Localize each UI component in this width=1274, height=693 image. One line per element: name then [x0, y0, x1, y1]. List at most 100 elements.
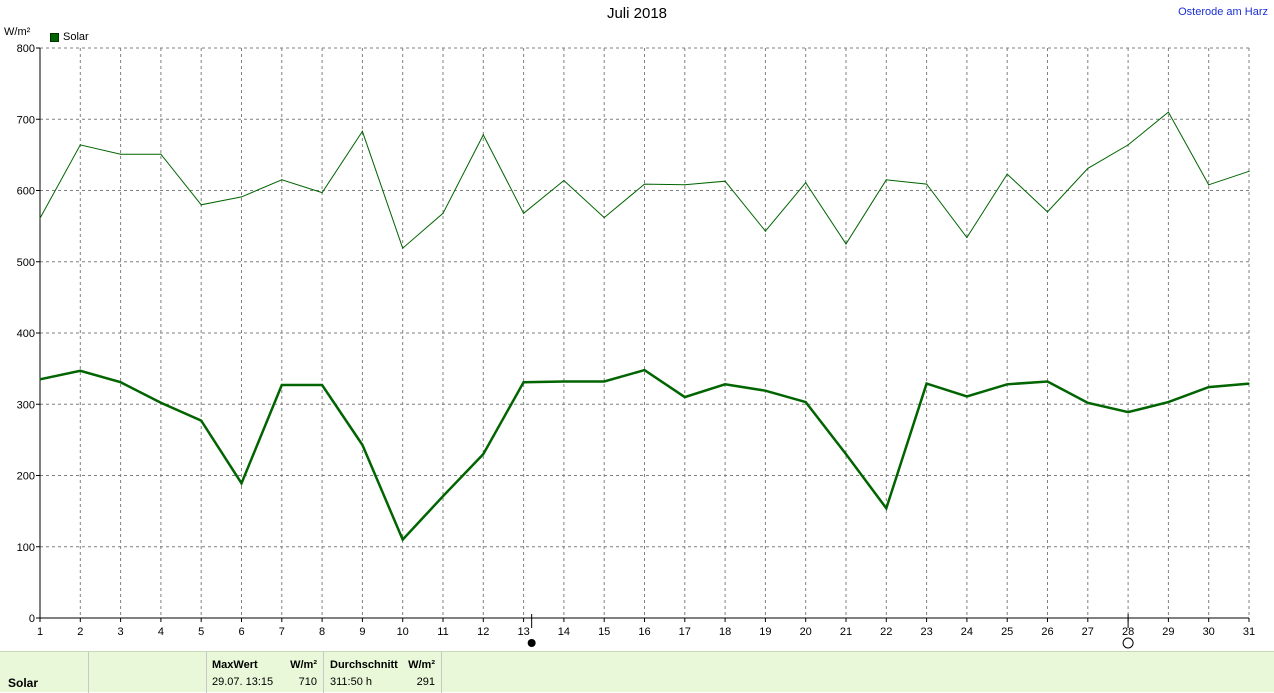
- data-point: [1046, 211, 1049, 213]
- data-point: [1127, 411, 1129, 413]
- data-point: [321, 192, 323, 194]
- series-line-2: [39, 368, 1250, 542]
- data-point: [684, 184, 686, 186]
- x-tick-label: 22: [880, 626, 892, 638]
- data-point: [764, 230, 767, 232]
- chart-title: Juli 2018: [606, 5, 668, 22]
- data-point: [200, 204, 202, 206]
- location-link[interactable]: Osterode am Harz: [1178, 6, 1268, 18]
- x-tick-label: 26: [1041, 626, 1053, 638]
- data-point: [361, 130, 363, 132]
- y-tick-label: 100: [17, 542, 35, 554]
- data-point: [1208, 184, 1210, 186]
- data-point: [603, 380, 605, 383]
- legend: Solar: [50, 31, 89, 43]
- data-point: [684, 396, 686, 398]
- data-point: [1087, 402, 1089, 404]
- data-point: [1006, 173, 1008, 175]
- data-point: [39, 378, 41, 380]
- data-point: [563, 179, 565, 182]
- x-tick-label: 10: [397, 626, 409, 638]
- x-tick-label: 12: [477, 626, 489, 638]
- data-point: [1208, 386, 1210, 388]
- data-point: [603, 216, 605, 219]
- x-tick-label: 15: [598, 626, 610, 638]
- x-tick-label: 24: [961, 626, 973, 638]
- x-tick-label: 28: [1122, 626, 1134, 638]
- data-point: [805, 182, 807, 184]
- series-name: Solar: [8, 676, 39, 690]
- data-point: [764, 390, 767, 392]
- data-point: [563, 380, 565, 383]
- data-point: [482, 134, 484, 136]
- y-tick-label: 300: [17, 399, 35, 411]
- x-tick-label: 21: [840, 626, 852, 638]
- divider: [88, 652, 89, 693]
- avg-header: Durchschnitt: [330, 659, 398, 671]
- data-point: [885, 507, 887, 509]
- data-point: [120, 381, 122, 383]
- data-point: [79, 144, 81, 146]
- data-point: [1167, 111, 1169, 113]
- data-point: [966, 236, 968, 239]
- data-point: [1087, 167, 1089, 170]
- data-point: [79, 370, 81, 372]
- data-point: [724, 180, 726, 182]
- data-point: [321, 384, 323, 386]
- data-point: [281, 384, 283, 386]
- y-tick-label: 500: [17, 257, 35, 269]
- marker-group: [527, 614, 1134, 649]
- x-tick-label: 14: [558, 626, 570, 638]
- divider: [441, 652, 442, 693]
- x-tick-label: 31: [1243, 626, 1255, 638]
- data-point: [966, 395, 968, 398]
- x-tick-label: 19: [759, 626, 771, 638]
- data-point: [120, 153, 122, 155]
- x-tick-label: 2: [77, 626, 83, 638]
- x-tick-label: 6: [238, 626, 244, 638]
- x-tick-label: 20: [800, 626, 812, 638]
- data-point: [1046, 380, 1049, 383]
- data-point: [1248, 382, 1250, 385]
- max-value: 710: [298, 676, 317, 688]
- x-tick-label: 30: [1203, 626, 1215, 638]
- data-point: [442, 495, 444, 497]
- data-point: [442, 212, 444, 214]
- avg-hours: 311:50 h: [330, 676, 373, 688]
- y-tick-label: 400: [17, 328, 35, 340]
- x-tick-label: 11: [437, 626, 448, 638]
- max-datetime: 29.07. 13:15: [212, 676, 274, 688]
- x-tick-label: 29: [1162, 626, 1174, 638]
- full-moon-icon: [1122, 637, 1134, 649]
- data-point: [643, 369, 646, 371]
- data-point: [845, 243, 847, 245]
- y-tick-label: 200: [17, 471, 35, 483]
- data-point: [281, 179, 283, 181]
- data-point: [160, 153, 162, 155]
- data-point: [845, 453, 847, 455]
- data-point: [160, 402, 162, 404]
- y-tick-label: 600: [17, 186, 35, 198]
- y-tick-label: 0: [29, 613, 35, 625]
- data-point: [643, 183, 646, 185]
- data-point: [402, 539, 404, 541]
- data-point: [482, 453, 484, 455]
- x-tick-label: 7: [279, 626, 285, 638]
- x-tick-label: 3: [118, 626, 124, 638]
- data-point: [361, 444, 363, 446]
- series-group: [39, 111, 1250, 542]
- data-point: [1006, 383, 1008, 385]
- x-tick-label: 9: [359, 626, 365, 638]
- max-header: MaxWert: [212, 659, 258, 671]
- legend-label: Solar: [63, 31, 89, 43]
- x-tick-label: 8: [319, 626, 325, 638]
- divider: [323, 652, 324, 693]
- x-tick-label: 27: [1082, 626, 1094, 638]
- data-point: [805, 401, 807, 403]
- summary-footer: Solar MaxWert W/m² 29.07. 13:15 710 Durc…: [0, 651, 1274, 693]
- x-tick-label: 13: [517, 626, 529, 638]
- data-point: [724, 383, 726, 385]
- y-tick-label: 800: [17, 43, 35, 55]
